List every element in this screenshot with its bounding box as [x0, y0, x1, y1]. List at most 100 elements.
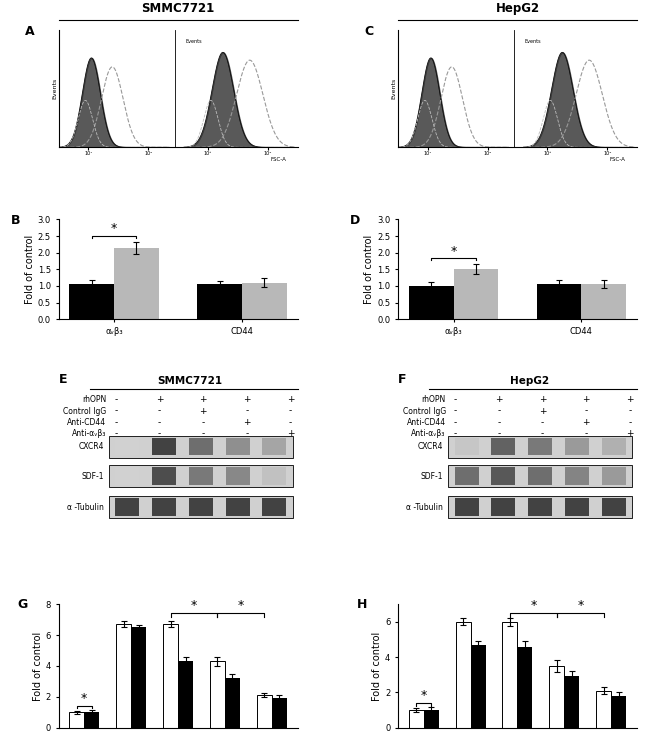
Bar [226, 467, 250, 485]
Text: B: B [10, 214, 20, 227]
Bar [454, 269, 499, 320]
Text: +: + [200, 395, 207, 404]
Bar [115, 467, 139, 485]
Bar [263, 467, 287, 485]
Bar [565, 438, 589, 455]
Bar [188, 467, 213, 485]
Text: FSC-A: FSC-A [270, 157, 287, 162]
Bar [163, 624, 178, 728]
Bar [242, 283, 287, 320]
Bar [409, 710, 424, 728]
Text: -: - [245, 406, 248, 416]
Y-axis label: Fold of control: Fold of control [372, 632, 382, 700]
Bar [537, 284, 581, 320]
Text: -: - [289, 418, 292, 427]
Bar [549, 666, 564, 728]
Y-axis label: Events: Events [52, 78, 57, 99]
Bar [257, 695, 272, 728]
Text: A: A [25, 26, 34, 38]
Text: +: + [582, 418, 590, 427]
Text: rhOPN: rhOPN [421, 395, 446, 404]
Bar [226, 498, 250, 516]
Text: E: E [58, 373, 67, 386]
Text: -: - [245, 429, 248, 438]
Bar [454, 498, 478, 516]
Text: +: + [243, 418, 250, 427]
Bar [109, 496, 292, 518]
Text: -: - [454, 406, 457, 416]
Text: -: - [584, 406, 588, 416]
Bar [409, 286, 454, 320]
Bar [448, 436, 632, 457]
Bar [109, 465, 292, 487]
Text: C: C [365, 26, 374, 38]
Text: Anti-αᵥβ₃: Anti-αᵥβ₃ [72, 429, 107, 438]
Text: +: + [200, 406, 207, 416]
Bar [448, 496, 632, 518]
Text: α -Tubulin: α -Tubulin [406, 503, 443, 512]
Bar [115, 498, 139, 516]
Bar [188, 438, 213, 455]
Text: -: - [628, 406, 631, 416]
Bar [602, 498, 626, 516]
Bar [114, 248, 159, 320]
Text: +: + [287, 429, 294, 438]
Text: +: + [626, 429, 634, 438]
Text: -: - [158, 429, 161, 438]
Text: -: - [497, 418, 500, 427]
Bar [263, 498, 287, 516]
Text: CXCR4: CXCR4 [418, 442, 443, 451]
Text: Control IgG: Control IgG [63, 406, 107, 416]
Bar [109, 436, 292, 457]
Y-axis label: Fold of control: Fold of control [364, 235, 374, 304]
Bar [602, 467, 626, 485]
Bar [491, 467, 515, 485]
Bar [565, 467, 589, 485]
Y-axis label: Events: Events [391, 78, 396, 99]
Bar [565, 498, 589, 516]
Bar [611, 696, 626, 728]
Bar [188, 498, 213, 516]
Bar [454, 438, 478, 455]
Bar [528, 467, 552, 485]
Text: SDF-1: SDF-1 [81, 472, 104, 481]
Bar [152, 498, 176, 516]
Bar [517, 646, 532, 728]
Bar [272, 698, 287, 728]
Text: *: * [191, 599, 197, 612]
Bar [581, 284, 626, 320]
Text: G: G [18, 598, 28, 611]
Bar [178, 662, 193, 728]
Text: -: - [454, 395, 457, 404]
Bar [70, 284, 114, 320]
Bar [456, 622, 471, 728]
Bar [116, 624, 131, 728]
Text: *: * [450, 244, 457, 258]
Text: -: - [158, 406, 161, 416]
Text: +: + [539, 406, 547, 416]
Text: Control IgG: Control IgG [402, 406, 446, 416]
Text: FSC-A: FSC-A [610, 157, 626, 162]
Text: -: - [202, 418, 205, 427]
Text: -: - [628, 418, 631, 427]
Text: +: + [626, 395, 634, 404]
Bar [454, 467, 478, 485]
Text: -: - [114, 406, 118, 416]
Text: Events: Events [185, 39, 202, 44]
Text: -: - [114, 395, 118, 404]
Text: -: - [114, 418, 118, 427]
Text: Anti-αᵥβ₃: Anti-αᵥβ₃ [411, 429, 446, 438]
Text: Anti-CD44: Anti-CD44 [407, 418, 446, 427]
Text: α -Tubulin: α -Tubulin [67, 503, 104, 512]
Text: Anti-CD44: Anti-CD44 [67, 418, 107, 427]
Text: rhOPN: rhOPN [82, 395, 107, 404]
Text: SMMC7721: SMMC7721 [157, 376, 222, 386]
Text: *: * [111, 222, 117, 235]
Text: *: * [81, 692, 87, 705]
Bar [502, 622, 517, 728]
Y-axis label: Fold of control: Fold of control [32, 632, 43, 700]
Text: -: - [454, 429, 457, 438]
Bar [226, 438, 250, 455]
Text: +: + [243, 395, 250, 404]
Bar [564, 676, 579, 728]
